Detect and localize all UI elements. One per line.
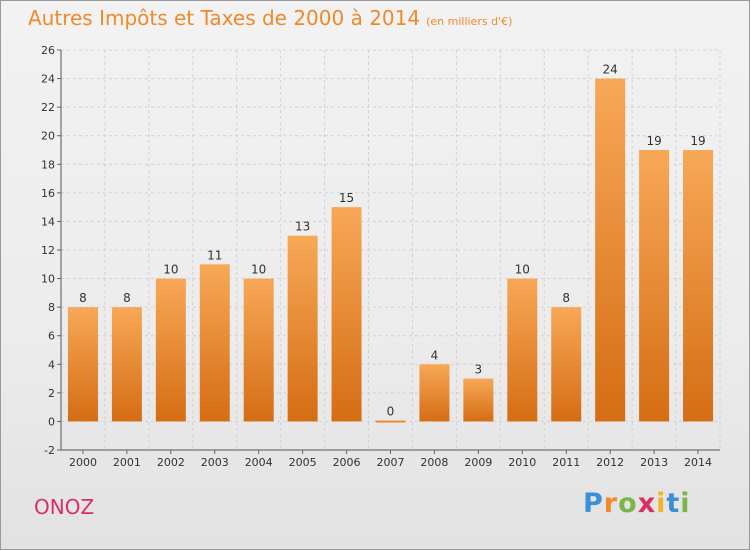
bar-2006	[331, 207, 362, 422]
y-tick-label: 14	[41, 215, 55, 228]
bar-2009	[463, 378, 494, 422]
x-tick-label-2009: 2009	[464, 456, 492, 469]
x-tick-label-2005: 2005	[289, 456, 317, 469]
bar-2004	[243, 278, 274, 422]
x-tick-label-2004: 2004	[245, 456, 273, 469]
value-label-2004: 10	[251, 263, 266, 277]
bar-2002	[155, 278, 186, 422]
y-tick-label: 20	[41, 130, 55, 143]
y-tick-label: 4	[48, 358, 55, 371]
value-label-2006: 15	[339, 191, 354, 205]
x-tick-label-2012: 2012	[596, 456, 624, 469]
bar-2001	[111, 307, 142, 422]
value-label-2001: 8	[123, 291, 131, 305]
y-tick-label: 24	[41, 73, 55, 86]
bar-2008	[419, 364, 450, 422]
proxiti-logo: Proxiti	[583, 488, 691, 519]
place-name: ONOZ	[34, 495, 95, 519]
bar-2014	[683, 150, 714, 422]
bar-2013	[639, 150, 670, 422]
x-tick-label-2010: 2010	[508, 456, 536, 469]
value-label-2014: 19	[690, 134, 705, 148]
value-label-2009: 3	[475, 363, 483, 377]
x-tick-label-2000: 2000	[69, 456, 97, 469]
x-tick-label-2014: 2014	[684, 456, 712, 469]
bar-2011	[551, 307, 582, 422]
bar-2010	[507, 278, 538, 422]
value-label-2002: 10	[163, 263, 178, 277]
chart-subtitle: (en milliers d'€)	[426, 15, 513, 28]
value-label-2008: 4	[431, 348, 439, 362]
bars	[67, 78, 714, 423]
y-tick-label: 2	[48, 387, 55, 400]
value-label-2005: 13	[295, 220, 310, 234]
x-tick-label-2003: 2003	[201, 456, 229, 469]
y-tick-label: -2	[44, 444, 55, 457]
y-tick-label: 6	[48, 330, 55, 343]
y-tick-label: 22	[41, 101, 55, 114]
value-label-2000: 8	[79, 291, 87, 305]
value-label-2010: 10	[515, 263, 530, 277]
y-tick-label: 26	[41, 44, 55, 57]
x-tick-label-2006: 2006	[333, 456, 361, 469]
value-label-2003: 11	[207, 248, 222, 262]
x-tick-label-2011: 2011	[552, 456, 580, 469]
value-label-2012: 24	[603, 63, 618, 77]
labels: -202468101214161820222426820008200110200…	[41, 44, 712, 469]
value-label-2007: 0	[387, 404, 395, 418]
x-tick-label-2013: 2013	[640, 456, 668, 469]
chart-title-text: Autres Impôts et Taxes de 2000 à 2014	[28, 6, 421, 30]
bar-2003	[199, 264, 230, 422]
bar-2012	[595, 78, 626, 422]
x-tick-label-2008: 2008	[420, 456, 448, 469]
bar-2005	[287, 235, 318, 422]
bar-2007	[375, 420, 406, 423]
y-tick-label: 10	[41, 273, 55, 286]
value-label-2013: 19	[646, 134, 661, 148]
y-tick-label: 18	[41, 158, 55, 171]
x-tick-label-2001: 2001	[113, 456, 141, 469]
y-tick-label: 0	[48, 415, 55, 428]
chart-title: Autres Impôts et Taxes de 2000 à 2014 (en…	[28, 6, 512, 30]
bar-2000	[67, 307, 98, 422]
x-tick-label-2007: 2007	[377, 456, 405, 469]
value-label-2011: 8	[562, 291, 570, 305]
y-tick-label: 12	[41, 244, 55, 257]
y-tick-label: 8	[48, 301, 55, 314]
x-tick-label-2002: 2002	[157, 456, 185, 469]
y-tick-label: 16	[41, 187, 55, 200]
axes	[57, 49, 720, 454]
